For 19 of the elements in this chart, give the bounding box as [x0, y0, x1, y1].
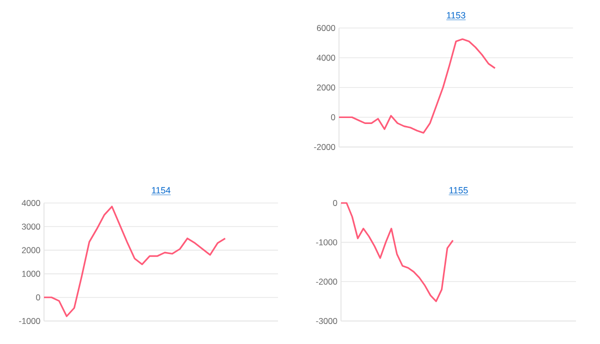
- y-tick-label: 6000: [317, 24, 336, 31]
- y-tick-label: 1000: [22, 270, 40, 277]
- chart-title: 1155: [450, 187, 468, 194]
- y-tick-label: 0: [333, 200, 338, 206]
- y-tick-label: -2000: [316, 278, 338, 285]
- y-tick-label: 4000: [22, 200, 40, 206]
- chart-title: 1154: [152, 187, 170, 194]
- y-tick-label: 2000: [316, 84, 336, 90]
- y-tick-label: 2000: [22, 247, 40, 254]
- y-tick-label: -2000: [314, 144, 336, 150]
- y-tick-label: 0: [36, 294, 40, 300]
- line-series: [340, 202, 454, 302]
- y-tick-label: -3000: [316, 318, 338, 324]
- y-tick-label: 3000: [22, 224, 40, 230]
- chart-title: 1153: [447, 12, 466, 18]
- y-tick-label: 4000: [316, 54, 336, 61]
- y-tick-label: -1000: [19, 318, 40, 324]
- y-tick-label: 0: [331, 114, 336, 120]
- y-tick-label: -1000: [316, 239, 338, 246]
